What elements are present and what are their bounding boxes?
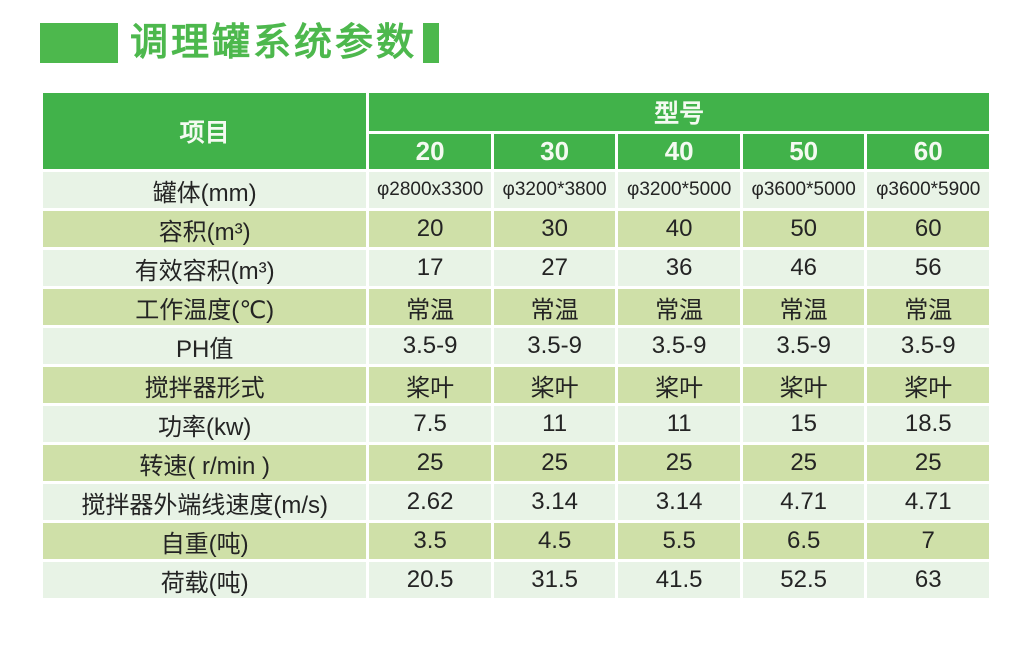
- value-cell: 常温: [369, 289, 491, 325]
- table-row: 容积(m³) 20 30 40 50 60: [43, 211, 989, 247]
- row-label: 搅拌器形式: [43, 367, 367, 403]
- value-cell: 40: [618, 211, 740, 247]
- value-cell: φ2800x3300: [369, 172, 491, 208]
- value-cell: 17: [369, 250, 491, 286]
- value-cell: φ3200*5000: [618, 172, 740, 208]
- value-cell: 常温: [493, 289, 616, 325]
- model-header-cell: 20: [369, 134, 491, 169]
- value-cell: 6.5: [742, 523, 865, 559]
- value-cell: 30: [493, 211, 616, 247]
- value-cell: 25: [742, 445, 865, 481]
- row-label: 功率(kw): [43, 406, 367, 442]
- table-row: 有效容积(m³) 17 27 36 46 56: [43, 250, 989, 286]
- value-cell: 常温: [618, 289, 740, 325]
- table-row: 荷载(吨) 20.5 31.5 41.5 52.5 63: [43, 562, 989, 598]
- corner-header-item: 项目: [43, 93, 367, 169]
- value-cell: 11: [493, 406, 616, 442]
- page-title: 调理罐系统参数: [130, 22, 418, 64]
- row-label: 工作温度(℃): [43, 289, 367, 325]
- table-row: 转速( r/min ) 25 25 25 25 25: [43, 445, 989, 481]
- value-cell: 56: [867, 250, 989, 286]
- header-row-group: 项目 型号: [43, 93, 989, 169]
- row-label: PH值: [43, 328, 367, 364]
- page-title-row: 调理罐系统参数: [40, 20, 440, 66]
- parameters-table: 项目 型号 20 30 40 50 60 罐体(mm) φ2800x3300 φ3200*3…: [40, 90, 992, 601]
- table-row: 罐体(mm) φ2800x3300 φ3200*3800 φ3200*5000 φ360…: [43, 172, 989, 208]
- table-row: 自重(吨) 3.5 4.5 5.5 6.5 7: [43, 523, 989, 559]
- model-header-cell: 30: [493, 134, 616, 169]
- value-cell: φ3200*3800: [493, 172, 616, 208]
- model-header-cell: 60: [867, 134, 989, 169]
- value-cell: 3.5-9: [742, 328, 865, 364]
- row-label: 容积(m³): [43, 211, 367, 247]
- value-cell: 25: [493, 445, 616, 481]
- value-cell: 63: [867, 562, 989, 598]
- value-cell: 60: [867, 211, 989, 247]
- value-cell: 27: [493, 250, 616, 286]
- value-cell: 20: [369, 211, 491, 247]
- value-cell: 桨叶: [493, 367, 616, 403]
- model-header-cell: 50: [742, 134, 865, 169]
- row-label: 荷载(吨): [43, 562, 367, 598]
- table-row: 搅拌器外端线速度(m/s) 2.62 3.14 3.14 4.71 4.71: [43, 484, 989, 520]
- value-cell: 桨叶: [867, 367, 989, 403]
- value-cell: 15: [742, 406, 865, 442]
- value-cell: 46: [742, 250, 865, 286]
- value-cell: 常温: [867, 289, 989, 325]
- value-cell: 3.5-9: [493, 328, 616, 364]
- table-row: 功率(kw) 7.5 11 11 15 18.5: [43, 406, 989, 442]
- value-cell: 31.5: [493, 562, 616, 598]
- value-cell: 3.5-9: [867, 328, 989, 364]
- row-label: 自重(吨): [43, 523, 367, 559]
- value-cell: 11: [618, 406, 740, 442]
- row-label: 转速( r/min ): [43, 445, 367, 481]
- value-cell: 常温: [742, 289, 865, 325]
- value-cell: 25: [618, 445, 740, 481]
- table-row: PH值 3.5-9 3.5-9 3.5-9 3.5-9 3.5-9: [43, 328, 989, 364]
- value-cell: 41.5: [618, 562, 740, 598]
- value-cell: 3.5: [369, 523, 491, 559]
- value-cell: 20.5: [369, 562, 491, 598]
- value-cell: 桨叶: [618, 367, 740, 403]
- value-cell: 25: [369, 445, 491, 481]
- title-accent-block: [40, 23, 118, 63]
- model-header-cell: 40: [618, 134, 740, 169]
- value-cell: φ3600*5000: [742, 172, 865, 208]
- value-cell: 7.5: [369, 406, 491, 442]
- table-row: 工作温度(℃) 常温 常温 常温 常温 常温: [43, 289, 989, 325]
- parameters-table-body: 项目 型号 20 30 40 50 60 罐体(mm) φ2800x3300 φ3200*3…: [43, 93, 989, 598]
- value-cell: 36: [618, 250, 740, 286]
- value-cell: 3.5-9: [369, 328, 491, 364]
- table-row: 搅拌器形式 桨叶 桨叶 桨叶 桨叶 桨叶: [43, 367, 989, 403]
- value-cell: 50: [742, 211, 865, 247]
- value-cell: 4.71: [742, 484, 865, 520]
- value-cell: 2.62: [369, 484, 491, 520]
- value-cell: 3.14: [618, 484, 740, 520]
- value-cell: 3.5-9: [618, 328, 740, 364]
- row-label: 罐体(mm): [43, 172, 367, 208]
- value-cell: 5.5: [618, 523, 740, 559]
- value-cell: 桨叶: [369, 367, 491, 403]
- value-cell: 7: [867, 523, 989, 559]
- value-cell: 25: [867, 445, 989, 481]
- model-group-header: 型号: [369, 93, 989, 132]
- header-row-models: 20 30 40 50 60: [43, 134, 989, 169]
- value-cell: 3.14: [493, 484, 616, 520]
- value-cell: 4.71: [867, 484, 989, 520]
- row-label: 有效容积(m³): [43, 250, 367, 286]
- value-cell: 52.5: [742, 562, 865, 598]
- value-cell: 4.5: [493, 523, 616, 559]
- value-cell: 桨叶: [742, 367, 865, 403]
- title-accent-endbar: [423, 23, 440, 63]
- row-label: 搅拌器外端线速度(m/s): [43, 484, 367, 520]
- value-cell: 18.5: [867, 406, 989, 442]
- value-cell: φ3600*5900: [867, 172, 989, 208]
